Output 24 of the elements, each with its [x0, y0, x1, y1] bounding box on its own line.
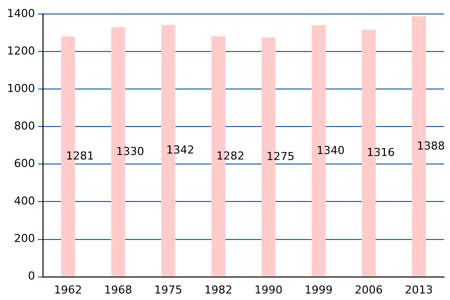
y-tick-label: 1200	[6, 44, 35, 58]
y-tick-label: 1000	[6, 82, 35, 95]
x-tick-label: 2013	[404, 283, 433, 296]
y-tick-label: 800	[14, 119, 35, 132]
data-label: 1342	[166, 144, 194, 157]
y-tick-label: 0	[28, 270, 35, 283]
y-tick-label: 400	[14, 194, 35, 208]
x-tick-label: 1982	[204, 283, 232, 296]
data-label: 1388	[416, 139, 445, 152]
data-label: 1340	[316, 144, 345, 157]
data-label: 1316	[366, 146, 395, 160]
x-tick-label: 1968	[104, 283, 132, 296]
data-label: 1282	[216, 149, 244, 162]
x-tick-label: 1999	[304, 283, 333, 296]
x-tick-label: 1962	[54, 283, 82, 296]
y-tick-label: 1400	[6, 6, 35, 20]
data-label: 1281	[66, 149, 94, 162]
data-label: 1330	[116, 144, 144, 158]
x-tick-label: 2006	[354, 283, 383, 296]
x-tick-label: 1975	[154, 283, 182, 296]
y-tick-label: 600	[14, 157, 35, 170]
x-tick-label: 1990	[254, 283, 283, 296]
y-tick-label: 200	[14, 232, 35, 246]
data-label: 1275	[266, 150, 295, 163]
